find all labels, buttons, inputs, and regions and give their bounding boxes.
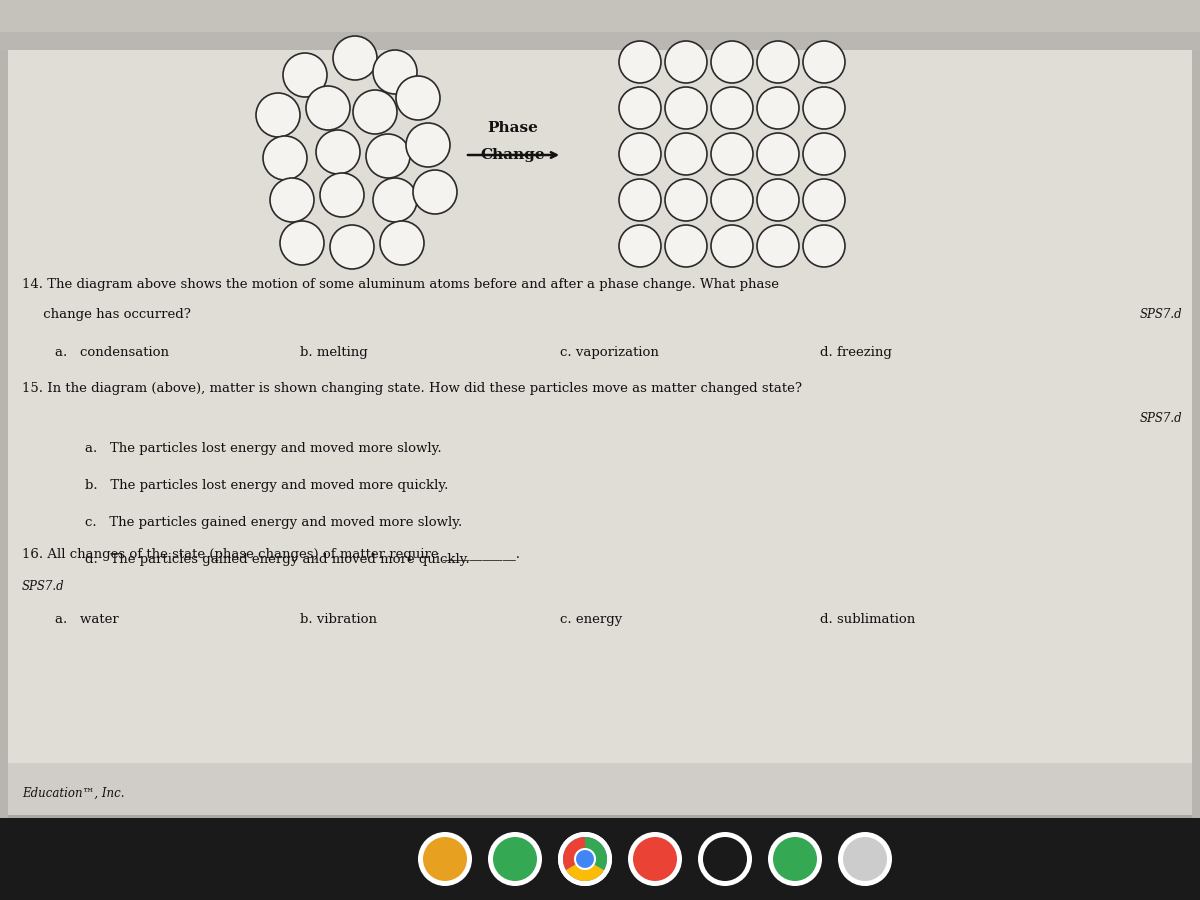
- Circle shape: [283, 53, 326, 97]
- Circle shape: [665, 87, 707, 129]
- Text: d.   The particles gained energy and moved more quickly.: d. The particles gained energy and moved…: [85, 553, 469, 566]
- Circle shape: [757, 87, 799, 129]
- Circle shape: [710, 87, 754, 129]
- Text: SPS7.d: SPS7.d: [22, 580, 65, 593]
- Circle shape: [353, 90, 397, 134]
- Circle shape: [619, 225, 661, 267]
- Circle shape: [306, 86, 350, 130]
- Circle shape: [575, 849, 595, 869]
- Circle shape: [493, 837, 538, 881]
- Circle shape: [803, 87, 845, 129]
- Circle shape: [280, 221, 324, 265]
- Circle shape: [768, 832, 822, 886]
- Text: d. sublimation: d. sublimation: [820, 613, 916, 626]
- Circle shape: [334, 36, 377, 80]
- Text: c. vaporization: c. vaporization: [560, 346, 659, 359]
- Text: change has occurred?: change has occurred?: [22, 308, 191, 321]
- Circle shape: [366, 134, 410, 178]
- Circle shape: [563, 837, 607, 881]
- Circle shape: [330, 225, 374, 269]
- Circle shape: [373, 178, 418, 222]
- Circle shape: [418, 832, 472, 886]
- Text: 16. All changes of the state (phase changes) of matter require ___________.: 16. All changes of the state (phase chan…: [22, 548, 520, 561]
- Circle shape: [558, 832, 612, 886]
- Text: c. energy: c. energy: [560, 613, 623, 626]
- Circle shape: [757, 179, 799, 221]
- Circle shape: [619, 133, 661, 175]
- Circle shape: [698, 832, 752, 886]
- Circle shape: [263, 136, 307, 180]
- Circle shape: [665, 179, 707, 221]
- Text: b. melting: b. melting: [300, 346, 367, 359]
- Text: 14. The diagram above shows the motion of some aluminum atoms before and after a: 14. The diagram above shows the motion o…: [22, 278, 779, 291]
- Circle shape: [634, 837, 677, 881]
- Text: b. vibration: b. vibration: [300, 613, 377, 626]
- Bar: [8, 50, 1192, 815]
- Circle shape: [710, 225, 754, 267]
- Circle shape: [256, 93, 300, 137]
- Circle shape: [803, 225, 845, 267]
- Text: 15. In the diagram (above), matter is shown changing state. How did these partic: 15. In the diagram (above), matter is sh…: [22, 382, 802, 395]
- Circle shape: [380, 221, 424, 265]
- Wedge shape: [586, 837, 607, 870]
- Text: Change: Change: [481, 148, 545, 162]
- Circle shape: [710, 179, 754, 221]
- Circle shape: [270, 178, 314, 222]
- Bar: [8, 815, 1192, 818]
- Text: a.   water: a. water: [55, 613, 119, 626]
- Circle shape: [665, 41, 707, 83]
- Text: Phase: Phase: [487, 121, 539, 135]
- Circle shape: [619, 41, 661, 83]
- Text: SPS7.d: SPS7.d: [1139, 308, 1182, 321]
- Circle shape: [413, 170, 457, 214]
- Text: b.   The particles lost energy and moved more quickly.: b. The particles lost energy and moved m…: [85, 479, 449, 492]
- Bar: [8, 763, 1192, 818]
- Circle shape: [665, 225, 707, 267]
- Wedge shape: [563, 837, 586, 870]
- Circle shape: [757, 225, 799, 267]
- Circle shape: [842, 837, 887, 881]
- Circle shape: [316, 130, 360, 174]
- Text: d. freezing: d. freezing: [820, 346, 892, 359]
- Bar: [0, 0, 1200, 30]
- Circle shape: [803, 179, 845, 221]
- Circle shape: [558, 832, 612, 886]
- Circle shape: [488, 832, 542, 886]
- Bar: [0, 818, 1200, 900]
- Circle shape: [757, 41, 799, 83]
- Circle shape: [665, 133, 707, 175]
- Circle shape: [619, 87, 661, 129]
- Circle shape: [703, 837, 746, 881]
- Circle shape: [619, 179, 661, 221]
- Circle shape: [396, 76, 440, 120]
- Circle shape: [710, 133, 754, 175]
- Bar: [0, 0, 1200, 32]
- Circle shape: [710, 41, 754, 83]
- Bar: [0, 30, 1200, 50]
- Circle shape: [803, 41, 845, 83]
- Text: a.   condensation: a. condensation: [55, 346, 169, 359]
- Circle shape: [628, 832, 682, 886]
- Text: SPS7.d: SPS7.d: [1139, 412, 1182, 425]
- Text: a.   The particles lost energy and moved more slowly.: a. The particles lost energy and moved m…: [85, 442, 442, 455]
- Circle shape: [320, 173, 364, 217]
- Circle shape: [373, 50, 418, 94]
- Circle shape: [757, 133, 799, 175]
- Text: c.   The particles gained energy and moved more slowly.: c. The particles gained energy and moved…: [85, 516, 462, 529]
- Circle shape: [424, 837, 467, 881]
- Circle shape: [773, 837, 817, 881]
- Circle shape: [838, 832, 892, 886]
- Text: Education™, Inc.: Education™, Inc.: [22, 787, 125, 799]
- Circle shape: [406, 123, 450, 167]
- Circle shape: [803, 133, 845, 175]
- Wedge shape: [566, 859, 604, 881]
